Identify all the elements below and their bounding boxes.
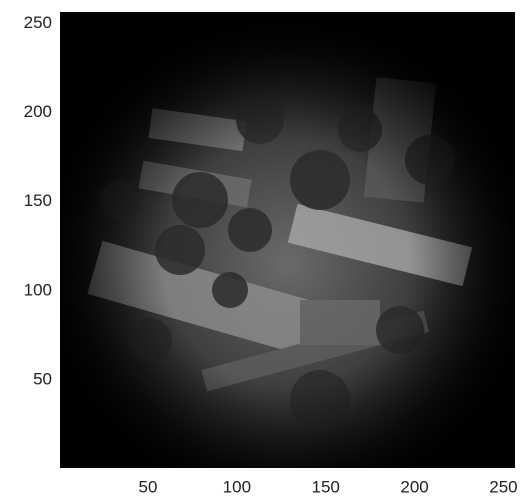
y-tick-label: 150 [24,191,52,210]
x-tick-label: 150 [312,477,340,496]
x-tick-label: 250 [489,477,517,496]
y-tick-label: 100 [24,280,52,299]
x-tick-label: 100 [223,477,251,496]
y-tick-label: 250 [24,13,52,32]
y-tick-label: 50 [33,369,52,388]
y-tick-label: 200 [24,102,52,121]
x-tick-label: 200 [400,477,428,496]
x-tick-label: 50 [139,477,158,496]
image [60,12,515,468]
